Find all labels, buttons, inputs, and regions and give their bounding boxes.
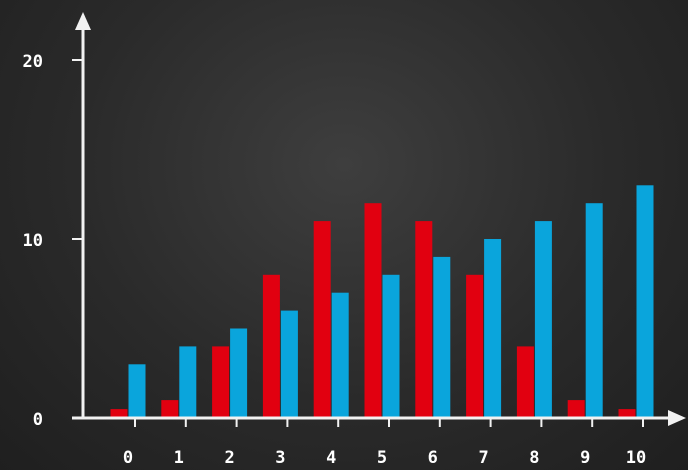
bar-series-1-cat-6 xyxy=(433,256,451,418)
bars-group xyxy=(110,185,654,418)
bar-series-1-cat-9 xyxy=(585,203,603,418)
bar-series-0-cat-0 xyxy=(110,409,128,418)
bar-series-0-cat-7 xyxy=(466,274,484,418)
bar-series-1-cat-1 xyxy=(179,346,197,418)
bar-series-1-cat-10 xyxy=(636,185,654,418)
y-tick-label: 0 xyxy=(33,410,43,430)
x-tick-label: 7 xyxy=(478,448,488,468)
bar-series-1-cat-2 xyxy=(230,328,248,418)
bar-series-0-cat-8 xyxy=(516,346,534,418)
x-tick-label: 2 xyxy=(224,448,234,468)
bar-series-0-cat-5 xyxy=(364,203,382,418)
bar-series-1-cat-8 xyxy=(534,221,552,418)
y-axis-arrow xyxy=(75,12,91,30)
bar-series-0-cat-3 xyxy=(262,274,280,418)
bar-series-0-cat-1 xyxy=(161,400,179,418)
bar-series-0-cat-6 xyxy=(415,221,433,418)
bar-series-1-cat-0 xyxy=(128,364,146,418)
x-tick-label: 3 xyxy=(275,448,285,468)
x-tick-label: 5 xyxy=(377,448,387,468)
x-tick-label: 8 xyxy=(529,448,539,468)
x-tick-label: 9 xyxy=(580,448,590,468)
y-tick-label: 10 xyxy=(23,231,43,251)
bar-series-1-cat-5 xyxy=(382,274,400,418)
y-tick-label: 20 xyxy=(23,52,43,72)
x-tick-label: 1 xyxy=(174,448,184,468)
bar-series-1-cat-4 xyxy=(331,292,349,418)
x-tick-label: 6 xyxy=(428,448,438,468)
ticks-group xyxy=(72,59,644,427)
bar-series-0-cat-9 xyxy=(567,400,585,418)
bar-series-0-cat-4 xyxy=(313,221,331,418)
x-axis-arrow xyxy=(668,410,686,426)
x-tick-label: 0 xyxy=(123,448,133,468)
x-tick-label: 10 xyxy=(626,448,646,468)
axes-group xyxy=(72,12,686,426)
x-tick-label: 4 xyxy=(326,448,336,468)
tick-labels-group: 0 1 2 3 4 5 6 7 8 9 10 0 10 20 xyxy=(23,52,647,468)
bar-series-1-cat-7 xyxy=(484,239,502,418)
bar-series-0-cat-10 xyxy=(618,409,636,418)
bar-series-1-cat-3 xyxy=(280,310,298,418)
bar-series-0-cat-2 xyxy=(212,346,230,418)
